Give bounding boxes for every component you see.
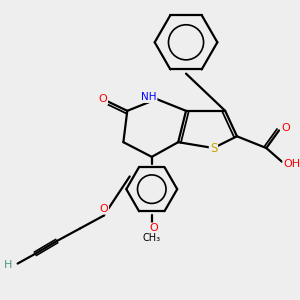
Text: NH: NH: [141, 92, 157, 102]
Text: H: H: [4, 260, 12, 270]
Text: O: O: [149, 223, 158, 233]
Text: O: O: [98, 94, 107, 104]
Text: S: S: [210, 142, 217, 154]
Text: O: O: [99, 204, 108, 214]
Text: OH: OH: [283, 159, 300, 169]
Text: O: O: [281, 124, 290, 134]
Text: CH₃: CH₃: [143, 233, 161, 243]
